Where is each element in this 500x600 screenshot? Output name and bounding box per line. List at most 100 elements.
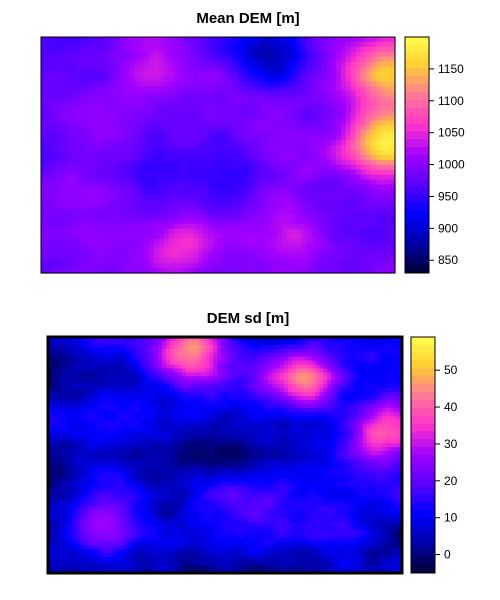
heatmap-cell	[154, 145, 160, 151]
heatmap-cell	[232, 105, 239, 112]
heatmap-cell	[287, 372, 293, 377]
heatmap-cell	[107, 376, 112, 381]
heatmap-cell	[75, 233, 81, 240]
heatmap-cell	[41, 155, 47, 161]
heatmap-cell	[80, 86, 86, 92]
heatmap-cell	[114, 145, 121, 151]
heatmap-cell	[150, 380, 155, 385]
heatmap-cell	[240, 384, 246, 389]
heatmap-cell	[272, 368, 277, 373]
heatmap-cell	[198, 120, 204, 127]
heatmap-cell	[71, 380, 77, 385]
heatmap-cell	[168, 155, 175, 161]
heatmap-cell	[177, 340, 183, 346]
heatmap-cell	[149, 86, 155, 92]
heatmap-cell	[193, 61, 199, 68]
heatmap-cell	[365, 96, 372, 102]
heatmap-cell	[311, 368, 317, 373]
heatmap-cell	[209, 399, 214, 405]
heatmap-cell	[287, 348, 293, 354]
heatmap-cell	[90, 199, 96, 205]
heatmap-cell	[129, 51, 136, 58]
heatmap-cell	[227, 145, 234, 151]
heatmap-cell	[222, 71, 229, 77]
heatmap-cell	[237, 214, 244, 220]
heatmap-cell	[114, 392, 120, 397]
heatmap-cell	[286, 61, 293, 68]
heatmap-cell	[183, 41, 190, 48]
heatmap-cell	[301, 150, 308, 156]
heatmap-cell	[306, 150, 313, 156]
heatmap-cell	[129, 96, 136, 102]
heatmap-cell	[380, 263, 386, 269]
heatmap-cell	[232, 372, 238, 377]
heatmap-cell	[163, 258, 170, 264]
heatmap-cell	[80, 135, 86, 141]
heatmap-cell	[181, 356, 187, 362]
heatmap-cell	[315, 368, 320, 373]
heatmap-cell	[257, 189, 263, 195]
heatmap-cell	[306, 204, 313, 210]
heatmap-cell	[240, 396, 246, 401]
heatmap-cell	[119, 81, 126, 87]
heatmap-cell	[213, 368, 218, 373]
heatmap-cell	[159, 164, 165, 171]
heatmap-cell	[150, 388, 155, 393]
heatmap-cell	[168, 46, 175, 53]
heatmap-cell	[345, 159, 352, 166]
heatmap-cell	[217, 356, 222, 362]
heatmap-cell	[208, 228, 214, 235]
heatmap-cell	[90, 86, 96, 92]
heatmap-cell	[55, 46, 62, 53]
heatmap-cell	[129, 71, 136, 77]
heatmap-cell	[335, 384, 340, 389]
heatmap-cell	[350, 253, 357, 259]
heatmap-cell	[60, 56, 67, 63]
heatmap-cell	[256, 388, 261, 393]
heatmap-cell	[107, 384, 112, 389]
heatmap-cell	[60, 81, 67, 87]
heatmap-cell	[178, 61, 185, 68]
heatmap-cell	[188, 204, 195, 210]
heatmap-cell	[109, 125, 116, 132]
heatmap-cell	[375, 56, 381, 63]
heatmap-cell	[260, 348, 265, 354]
heatmap-cell	[188, 233, 195, 240]
heatmap-cell	[55, 248, 62, 254]
heatmap-cell	[375, 194, 381, 200]
heatmap-cell	[262, 223, 268, 230]
heatmap-cell	[355, 184, 362, 191]
heatmap-cell	[331, 356, 336, 362]
heatmap-cell	[162, 372, 167, 377]
heatmap-cell	[264, 380, 269, 385]
heatmap-cell	[134, 368, 140, 373]
heatmap-cell	[169, 399, 175, 405]
heatmap-cell	[252, 194, 258, 200]
heatmap-cell	[382, 380, 387, 385]
heatmap-cell	[291, 214, 298, 220]
heatmap-cell	[252, 150, 258, 156]
heatmap-cell	[242, 51, 249, 58]
heatmap-cell	[350, 340, 356, 346]
heatmap-cell	[321, 56, 327, 63]
heatmap-cell	[149, 130, 155, 136]
heatmap-cell	[134, 76, 140, 82]
heatmap-cell	[134, 174, 140, 181]
heatmap-cell	[119, 214, 126, 220]
heatmap-cell	[70, 37, 77, 43]
heatmap-cell	[354, 340, 360, 346]
heatmap-cell	[303, 344, 309, 350]
heatmap-cell	[50, 238, 57, 245]
heatmap-cell	[237, 81, 244, 87]
heatmap-cell	[104, 263, 111, 269]
heatmap-cell	[236, 388, 242, 393]
heatmap-cell	[301, 169, 308, 176]
heatmap-cell	[358, 356, 364, 362]
heatmap-cell	[385, 115, 391, 122]
heatmap-cell	[242, 238, 249, 245]
heatmap-cell	[70, 258, 77, 264]
heatmap-cell	[217, 352, 222, 358]
heatmap-cell	[55, 238, 62, 245]
heatmap-cell	[366, 396, 372, 401]
heatmap-cell	[286, 145, 293, 151]
